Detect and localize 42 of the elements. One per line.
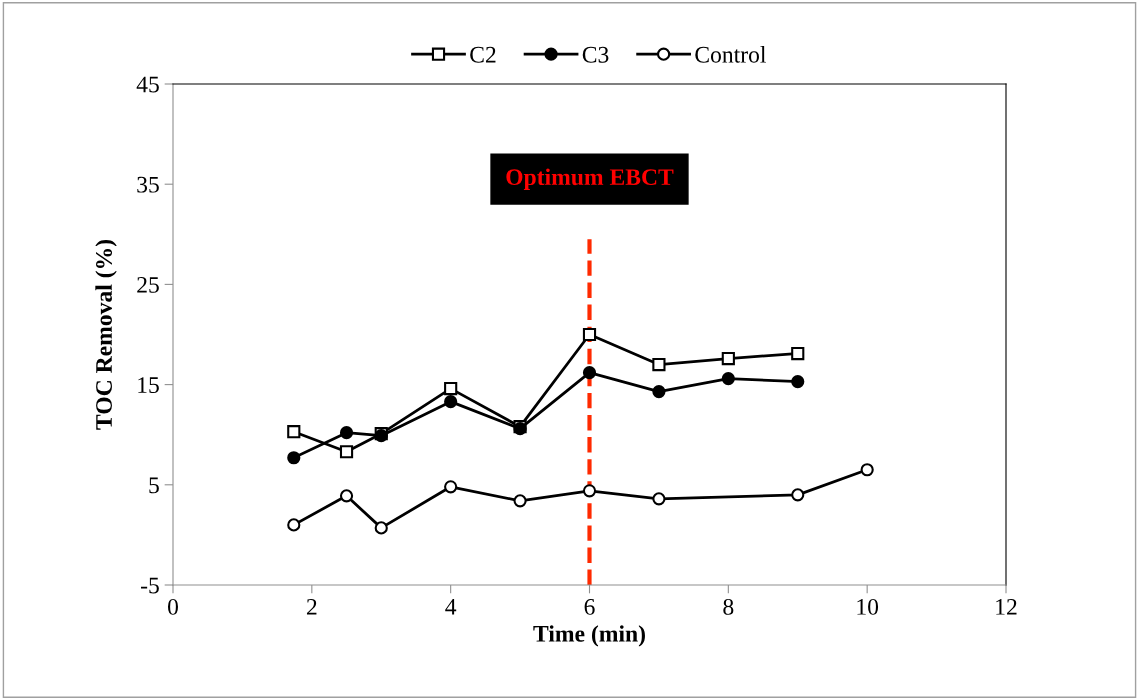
point <box>287 518 301 532</box>
x-tick-label: 12 <box>996 598 1017 615</box>
y-tick-label: 45 <box>136 76 159 93</box>
point <box>652 492 666 506</box>
y-tick-label: 5 <box>149 477 159 494</box>
x-tick-label: 0 <box>168 598 178 615</box>
point <box>339 489 354 503</box>
point <box>652 385 666 399</box>
point <box>444 395 458 409</box>
point <box>444 480 458 494</box>
point <box>721 371 735 386</box>
y-tick-label: 15 <box>138 377 159 394</box>
point <box>652 357 666 372</box>
point <box>721 351 735 366</box>
point <box>791 375 805 389</box>
point <box>444 382 458 396</box>
x-tick-label: 4 <box>445 599 457 615</box>
x-tick-label: 8 <box>723 598 734 615</box>
point <box>339 445 354 459</box>
legend-label: C2 <box>470 46 496 63</box>
legend-label: C3 <box>582 46 609 63</box>
point <box>582 365 597 380</box>
point <box>339 426 354 440</box>
point <box>582 327 597 342</box>
point <box>513 494 527 508</box>
y-tick-label: 25 <box>137 276 159 293</box>
point <box>860 463 874 477</box>
x-axis-title: Time (min) <box>533 625 645 647</box>
legend-label: Control <box>695 46 766 63</box>
point <box>582 484 597 498</box>
point <box>287 451 301 465</box>
point <box>791 488 805 502</box>
y-tick-label: 35 <box>137 176 159 193</box>
point <box>287 425 301 439</box>
point <box>374 521 388 535</box>
ref-line-label: Optimum EBCT <box>506 168 674 190</box>
y-axis-title: TOC Removal (%) <box>95 240 117 430</box>
y-tick-label: -5 <box>141 577 159 594</box>
point <box>791 346 805 361</box>
x-tick-label: 6 <box>584 598 595 615</box>
x-tick-label: 2 <box>306 598 317 615</box>
x-tick-label: 10 <box>857 598 879 615</box>
